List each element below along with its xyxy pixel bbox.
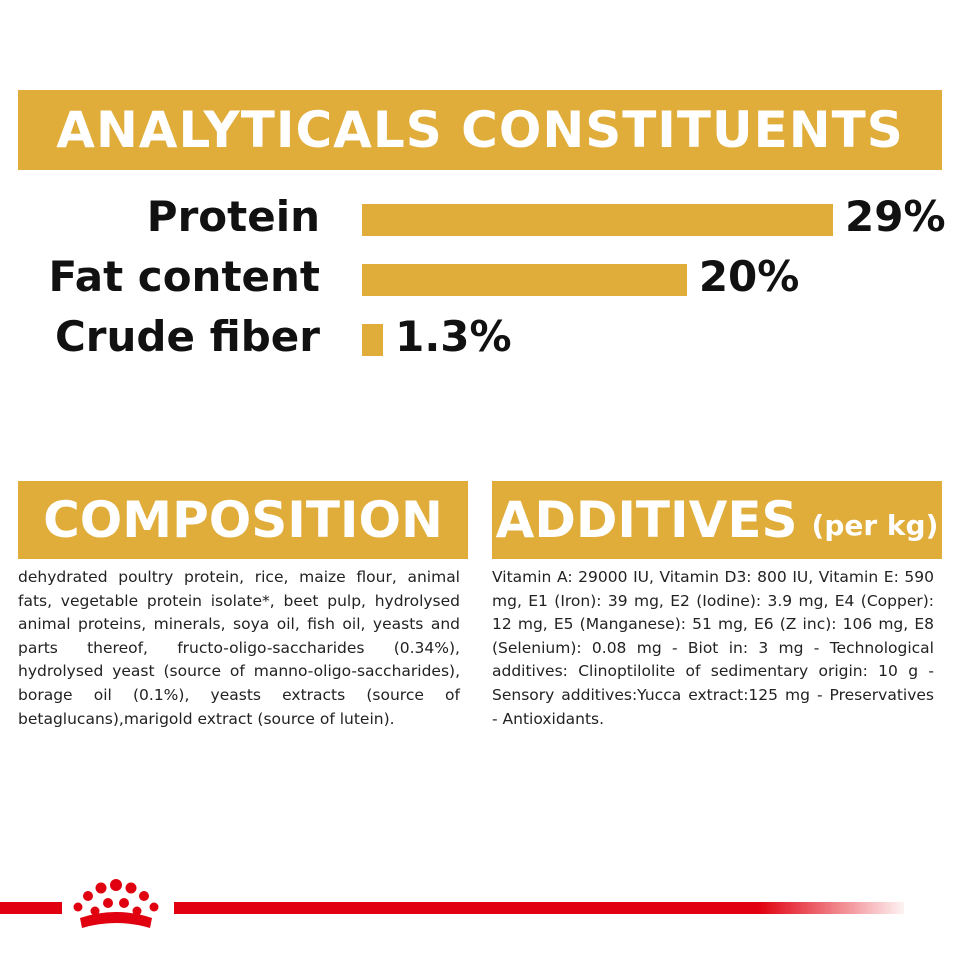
additives-title: ADDITIVES: [495, 491, 798, 549]
bar: [362, 204, 833, 236]
footer-line-left: [0, 902, 62, 914]
composition-text: dehydrated poultry protein, rice, maize …: [18, 568, 460, 728]
additives-text: Vitamin A: 29000 IU, Vitamin D3: 800 IU,…: [492, 568, 934, 728]
bar-value-label: 29%: [845, 192, 946, 241]
bar: [362, 264, 687, 296]
bar-label: Crude fiber: [54, 312, 320, 361]
bar-value-label: 1.3%: [395, 312, 512, 361]
composition-banner: COMPOSITION: [18, 481, 468, 559]
bar: [362, 324, 384, 356]
analytical-banner: ANALYTICALS CONSTITUENTS: [18, 90, 942, 170]
footer-line: [174, 902, 904, 914]
royal-crown-icon: [73, 879, 159, 928]
bar-label: Fat content: [48, 252, 320, 301]
composition-title: COMPOSITION: [43, 491, 443, 549]
bar-value-label: 20%: [698, 252, 800, 301]
bar-label: Protein: [146, 192, 320, 241]
additives-banner: ADDITIVES (per kg): [492, 481, 942, 559]
analytical-title: ANALYTICALS CONSTITUENTS: [56, 101, 904, 159]
additives-title-suffix: (per kg): [811, 508, 939, 542]
constituents-bar-chart: Protein 29% Fat content 20% Crude fiber 1.3%: [0, 190, 960, 380]
